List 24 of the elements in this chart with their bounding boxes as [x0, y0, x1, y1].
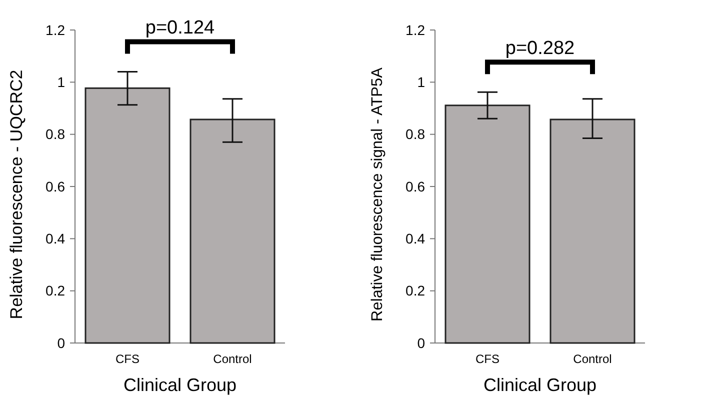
x-axis-title: Clinical Group	[123, 375, 237, 395]
y-tick-label: 0.2	[406, 282, 426, 299]
x-axis-title: Clinical Group	[483, 375, 597, 395]
annotation: p=0.282	[505, 38, 575, 60]
y-tick-label: 1.2	[46, 22, 66, 38]
y-axis-title: Relative fluorescence signal - ATP5A	[369, 66, 386, 322]
y-tick-label: 0.6	[46, 178, 66, 194]
y-tick-label: 1.2	[406, 22, 426, 38]
y-tick-label: 0.4	[46, 230, 66, 247]
x-tick-label: Control	[573, 352, 612, 366]
y-tick-label: 0.8	[46, 126, 66, 142]
y-axis-title: Relative fluorescence - UQCRC2	[7, 70, 26, 320]
y-tick-label: 0.4	[406, 230, 426, 247]
y-tick-label: 0	[417, 334, 426, 351]
x-tick-label: CFS	[476, 352, 500, 366]
y-tick-label: 0	[57, 334, 66, 351]
y-tick-label: 1	[417, 74, 426, 90]
x-tick-label: CFS	[116, 352, 140, 366]
y-tick-label: 0.6	[406, 178, 426, 194]
y-tick-label: 0.2	[46, 282, 66, 299]
y-tick-label: 0.8	[406, 126, 426, 142]
x-tick-label: Control	[213, 352, 252, 366]
annotation: p=0.124	[145, 18, 216, 39]
y-tick-label: 1	[57, 74, 66, 90]
